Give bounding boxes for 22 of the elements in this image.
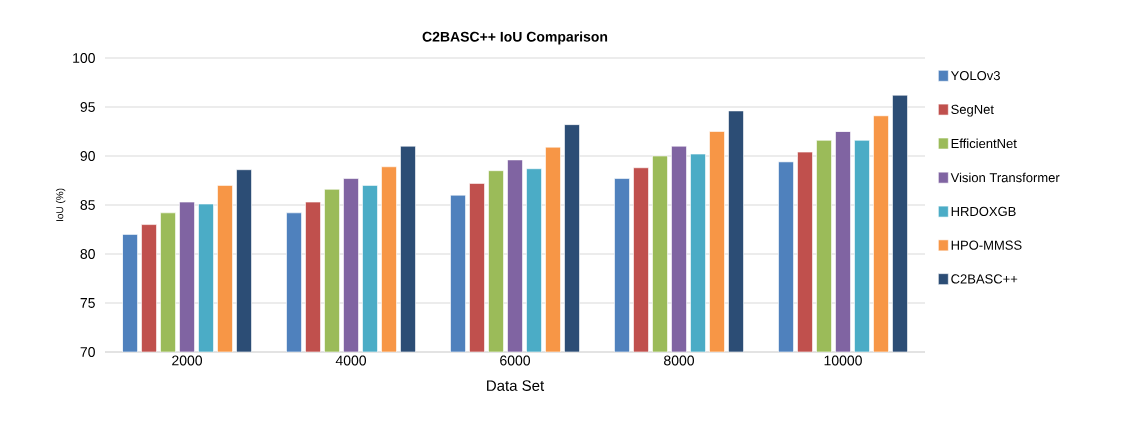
x-axis-title: Data Set bbox=[487, 380, 545, 391]
chart-title: C2BASC++ IoU Comparison bbox=[422, 31, 608, 45]
y-tick-label: 95 bbox=[80, 102, 95, 112]
legend-label: HRDOXGB bbox=[951, 206, 1016, 217]
y-tick-label: 90 bbox=[80, 151, 95, 161]
legend-label: SegNet bbox=[951, 104, 994, 117]
legend-label: C2BASC++ bbox=[951, 274, 1018, 284]
x-tick-label: 8000 bbox=[664, 355, 695, 366]
x-tick-label: 6000 bbox=[500, 355, 531, 366]
legend-label: HPO-MMSS bbox=[951, 240, 1022, 250]
y-axis-title: IoU (%) bbox=[55, 188, 66, 222]
y-tick-label: 75 bbox=[80, 298, 95, 308]
x-tick-label: 4000 bbox=[335, 355, 367, 366]
x-tick-label: 2000 bbox=[172, 355, 203, 366]
legend-label: EfficientNet bbox=[951, 138, 1017, 149]
y-tick-label: 85 bbox=[80, 200, 95, 210]
x-tick-label: 10000 bbox=[824, 355, 862, 366]
y-tick-label: 80 bbox=[80, 249, 95, 259]
legend-label: Vision Transformer bbox=[950, 172, 1060, 183]
y-tick-label: 70 bbox=[80, 347, 95, 357]
y-tick-label: 100 bbox=[73, 53, 95, 63]
legend-label: YOLOv3 bbox=[950, 71, 1000, 81]
